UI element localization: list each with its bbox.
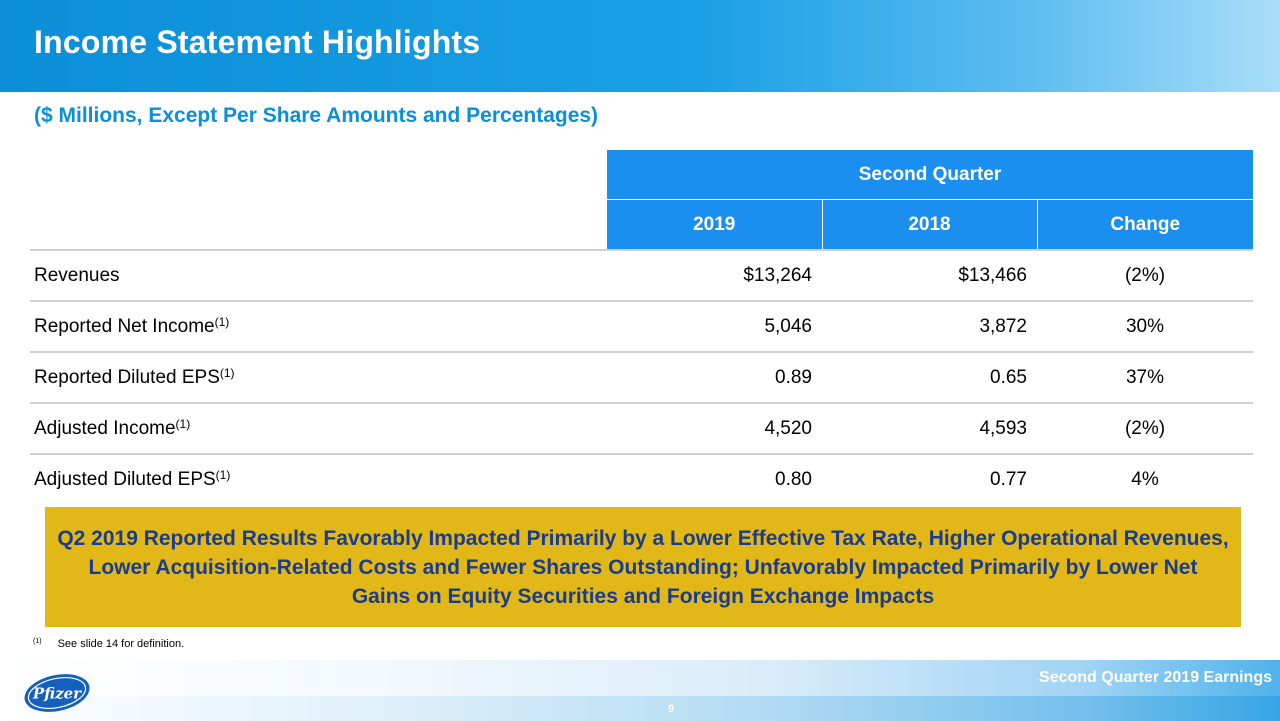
value-change: (2%) [1037,402,1253,454]
value-change: 4% [1037,453,1253,504]
slide-title: Income Statement Highlights [34,24,481,60]
footnote-ref: (1) [214,315,230,329]
footer-title: Second Quarter 2019 Earnings [1039,669,1272,686]
footnote-ref: (1) [219,366,235,380]
value-2018: 0.77 [822,453,1037,504]
table-row-reported-diluted-eps: Reported Diluted EPS(1) 0.89 0.65 37% [30,351,1253,403]
slide-subtitle: ($ Millions, Except Per Share Amounts an… [34,104,599,127]
column-header-2018: 2018 [822,199,1038,250]
row-label: Adjusted Diluted EPS(1) [30,453,607,504]
value-change: 30% [1037,300,1253,352]
table-header-blank [30,199,607,250]
value-2019: 0.80 [607,453,822,504]
pfizer-logo-icon: Pfizer [24,674,90,712]
footnote-ref: (1) [175,417,191,431]
table-group-header-row: Second Quarter [30,150,1253,200]
footnote: (1) See slide 14 for definition. [33,638,184,650]
table-header-blank [30,150,607,200]
header-band [0,0,1280,92]
value-2019: $13,264 [607,249,822,301]
column-header-change: Change [1037,199,1253,250]
value-change: (2%) [1037,249,1253,301]
footnote-mark: (1) [33,638,42,645]
table-row-adjusted-diluted-eps: Adjusted Diluted EPS(1) 0.80 0.77 4% [30,453,1253,504]
header-second-quarter: Second Quarter [607,150,1253,200]
row-label: Adjusted Income(1) [30,402,607,454]
table-column-header-row: 2019 2018 Change [30,199,1253,250]
table-row-adjusted-income: Adjusted Income(1) 4,520 4,593 (2%) [30,402,1253,454]
value-2018: $13,466 [822,249,1037,301]
page-number: 9 [667,703,675,715]
value-2019: 4,520 [607,402,822,454]
row-label: Reported Net Income(1) [30,300,607,352]
footnote-ref: (1) [215,468,231,482]
row-label: Revenues [30,249,607,301]
income-table: Second Quarter 2019 2018 Change Revenues… [30,150,1253,504]
value-2018: 4,593 [822,402,1037,454]
value-2019: 5,046 [607,300,822,352]
column-header-2019: 2019 [607,199,823,250]
footnote-text: See slide 14 for definition. [57,638,185,650]
value-change: 37% [1037,351,1253,403]
callout-text: Q2 2019 Reported Results Favorably Impac… [57,526,1229,608]
table-row-revenues: Revenues $13,264 $13,466 (2%) [30,249,1253,301]
highlight-callout: Q2 2019 Reported Results Favorably Impac… [45,507,1241,627]
footer-band [0,660,1280,721]
value-2018: 0.65 [822,351,1037,403]
logo-text: Pfizer [32,685,82,703]
row-label: Reported Diluted EPS(1) [30,351,607,403]
value-2018: 3,872 [822,300,1037,352]
table-row-reported-net-income: Reported Net Income(1) 5,046 3,872 30% [30,300,1253,352]
value-2019: 0.89 [607,351,822,403]
